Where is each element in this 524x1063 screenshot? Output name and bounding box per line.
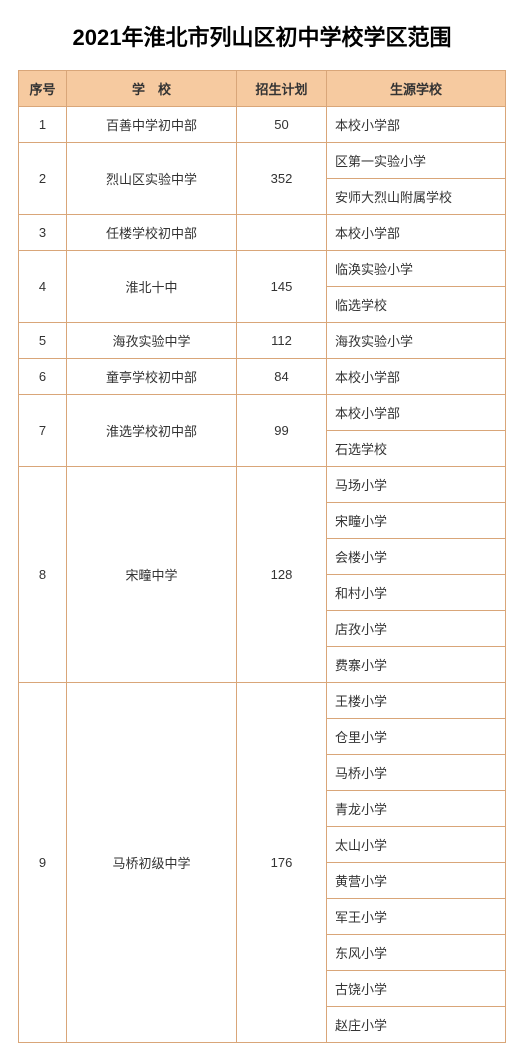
cell-seq: 3: [19, 215, 67, 251]
table-row: 9马桥初级中学176王楼小学: [19, 683, 506, 719]
cell-seq: 2: [19, 143, 67, 215]
cell-school: 淮选学校初中部: [67, 395, 237, 467]
cell-source: 临涣实验小学: [327, 251, 506, 287]
col-school: 学 校: [67, 71, 237, 107]
cell-source: 青龙小学: [327, 791, 506, 827]
cell-source: 临选学校: [327, 287, 506, 323]
cell-source: 仓里小学: [327, 719, 506, 755]
table-header-row: 序号 学 校 招生计划 生源学校: [19, 71, 506, 107]
cell-seq: 8: [19, 467, 67, 683]
table-row: 3任楼学校初中部 本校小学部: [19, 215, 506, 251]
cell-plan: 352: [237, 143, 327, 215]
table-row: 8宋疃中学128马场小学: [19, 467, 506, 503]
table-row: 7淮选学校初中部99本校小学部: [19, 395, 506, 431]
cell-school: 马桥初级中学: [67, 683, 237, 1043]
col-source: 生源学校: [327, 71, 506, 107]
table-row: 2烈山区实验中学352区第一实验小学: [19, 143, 506, 179]
cell-plan: 84: [237, 359, 327, 395]
cell-source: 海孜实验小学: [327, 323, 506, 359]
cell-source: 本校小学部: [327, 359, 506, 395]
cell-source: 王楼小学: [327, 683, 506, 719]
cell-seq: 6: [19, 359, 67, 395]
cell-plan: [237, 215, 327, 251]
table-row: 6童亭学校初中部84本校小学部: [19, 359, 506, 395]
cell-plan: 128: [237, 467, 327, 683]
cell-school: 海孜实验中学: [67, 323, 237, 359]
cell-school: 淮北十中: [67, 251, 237, 323]
cell-source: 本校小学部: [327, 395, 506, 431]
cell-school: 任楼学校初中部: [67, 215, 237, 251]
cell-seq: 4: [19, 251, 67, 323]
cell-plan: 99: [237, 395, 327, 467]
cell-seq: 7: [19, 395, 67, 467]
cell-seq: 5: [19, 323, 67, 359]
cell-source: 区第一实验小学: [327, 143, 506, 179]
cell-source: 东风小学: [327, 935, 506, 971]
cell-source: 本校小学部: [327, 107, 506, 143]
cell-source: 石选学校: [327, 431, 506, 467]
cell-plan: 145: [237, 251, 327, 323]
cell-source: 黄营小学: [327, 863, 506, 899]
cell-school: 宋疃中学: [67, 467, 237, 683]
cell-source: 古饶小学: [327, 971, 506, 1007]
cell-source: 马场小学: [327, 467, 506, 503]
page-title: 2021年淮北市列山区初中学校学区范围: [18, 20, 506, 52]
cell-source: 本校小学部: [327, 215, 506, 251]
cell-source: 太山小学: [327, 827, 506, 863]
cell-seq: 9: [19, 683, 67, 1043]
cell-source: 和村小学: [327, 575, 506, 611]
cell-source: 马桥小学: [327, 755, 506, 791]
cell-school: 童亭学校初中部: [67, 359, 237, 395]
cell-school: 百善中学初中部: [67, 107, 237, 143]
cell-source: 店孜小学: [327, 611, 506, 647]
table-row: 5海孜实验中学112海孜实验小学: [19, 323, 506, 359]
cell-school: 烈山区实验中学: [67, 143, 237, 215]
cell-plan: 176: [237, 683, 327, 1043]
cell-source: 宋疃小学: [327, 503, 506, 539]
cell-source: 安师大烈山附属学校: [327, 179, 506, 215]
col-plan: 招生计划: [237, 71, 327, 107]
col-seq: 序号: [19, 71, 67, 107]
cell-plan: 50: [237, 107, 327, 143]
table-row: 4淮北十中145临涣实验小学: [19, 251, 506, 287]
cell-source: 军王小学: [327, 899, 506, 935]
cell-seq: 1: [19, 107, 67, 143]
table-row: 1百善中学初中部50本校小学部: [19, 107, 506, 143]
cell-source: 赵庄小学: [327, 1007, 506, 1043]
cell-source: 费寨小学: [327, 647, 506, 683]
district-table: 序号 学 校 招生计划 生源学校 1百善中学初中部50本校小学部2烈山区实验中学…: [18, 70, 506, 1043]
cell-plan: 112: [237, 323, 327, 359]
cell-source: 会楼小学: [327, 539, 506, 575]
